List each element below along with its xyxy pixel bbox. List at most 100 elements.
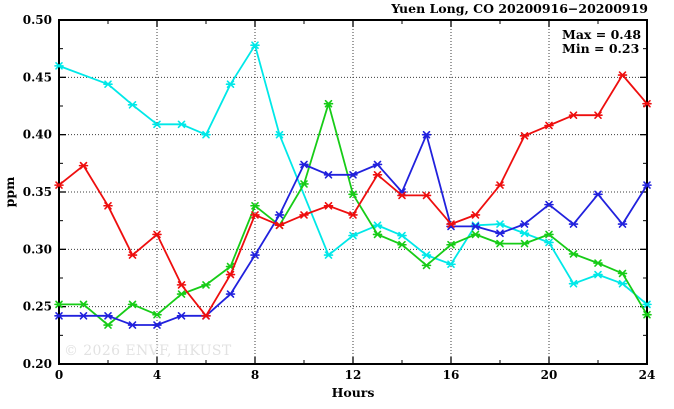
min-annotation: Min = 0.23 <box>562 41 639 56</box>
marker-green <box>103 321 113 329</box>
watermark-text: © 2026 ENVF, HKUST <box>64 343 232 359</box>
marker-red <box>372 171 383 179</box>
marker-green <box>397 240 407 249</box>
marker-red <box>348 211 358 219</box>
marker-cyan <box>519 229 530 238</box>
marker-cyan <box>54 62 64 70</box>
marker-green <box>78 300 89 309</box>
x-tick-label: 24 <box>639 368 656 382</box>
marker-green <box>617 269 628 278</box>
marker-green <box>176 290 187 298</box>
marker-cyan <box>323 251 334 259</box>
marker-cyan <box>201 130 211 139</box>
marker-red <box>568 111 579 119</box>
marker-red <box>617 71 628 79</box>
marker-green <box>470 230 481 239</box>
marker-cyan <box>397 231 407 240</box>
marker-cyan <box>250 41 260 50</box>
x-tick-label: 4 <box>153 368 161 382</box>
marker-red <box>54 181 64 189</box>
marker-cyan <box>593 270 603 279</box>
marker-cyan <box>446 260 456 269</box>
marker-cyan <box>225 80 236 89</box>
marker-cyan <box>152 120 162 129</box>
y-tick-label: 0.45 <box>23 70 52 84</box>
marker-red <box>544 121 554 130</box>
marker-blue <box>103 312 113 320</box>
marker-cyan <box>544 238 554 247</box>
marker-cyan <box>617 279 628 288</box>
marker-blue <box>250 251 260 259</box>
marker-red <box>446 220 456 228</box>
marker-cyan <box>127 101 138 109</box>
marker-blue <box>323 171 334 179</box>
marker-red <box>225 270 236 279</box>
y-tick-label: 0.25 <box>23 300 52 314</box>
marker-blue <box>617 220 628 228</box>
marker-green <box>323 99 334 108</box>
marker-blue <box>372 160 383 169</box>
marker-red <box>397 191 407 200</box>
chart-title: Yuen Long, CO 20200916−20200919 <box>390 1 648 16</box>
marker-green <box>446 240 456 249</box>
marker-blue <box>274 211 285 219</box>
marker-blue <box>421 130 432 139</box>
x-axis-label: Hours <box>332 385 375 400</box>
marker-cyan <box>421 251 432 259</box>
marker-blue <box>544 200 554 209</box>
y-tick-label: 0.35 <box>23 185 52 199</box>
marker-red <box>299 211 309 219</box>
marker-blue <box>348 171 358 179</box>
marker-blue <box>152 321 162 329</box>
marker-red <box>642 99 652 108</box>
marker-red <box>176 281 187 289</box>
marker-red <box>127 251 138 259</box>
marker-red <box>274 221 285 230</box>
x-tick-label: 20 <box>541 368 558 382</box>
marker-green <box>201 281 211 289</box>
marker-blue <box>593 190 603 199</box>
marker-red <box>470 211 481 219</box>
marker-green <box>348 190 358 199</box>
marker-red <box>421 191 432 200</box>
y-axis-label: ppm <box>2 177 17 208</box>
marker-blue <box>495 229 505 238</box>
marker-cyan <box>103 80 113 89</box>
marker-blue <box>470 222 481 231</box>
x-tick-label: 0 <box>55 368 63 382</box>
marker-green <box>421 261 432 270</box>
marker-blue <box>299 160 309 169</box>
marker-red <box>152 230 162 239</box>
marker-red <box>495 181 505 189</box>
x-tick-label: 8 <box>251 368 259 382</box>
marker-blue <box>78 312 89 320</box>
marker-blue <box>642 181 652 189</box>
chart-generated-layer: 0.20 0.25 0.30 0.35 0.40 0.45 0.50 0 4 8 12 16 20 24 <box>23 13 656 382</box>
marker-green <box>519 239 530 248</box>
marker-blue <box>519 220 530 228</box>
marker-green <box>568 250 579 258</box>
marker-cyan <box>642 300 652 309</box>
marker-cyan <box>495 220 505 228</box>
y-tick-label: 0.40 <box>23 128 52 142</box>
marker-cyan <box>372 221 383 230</box>
marker-blue <box>568 220 579 228</box>
marker-blue <box>54 312 64 320</box>
marker-green <box>54 300 64 309</box>
marker-red <box>593 111 603 119</box>
marker-green <box>299 180 309 188</box>
marker-cyan <box>568 279 579 288</box>
marker-blue <box>225 290 236 298</box>
marker-red <box>78 161 89 170</box>
marker-cyan <box>274 130 285 139</box>
marker-cyan <box>348 231 358 240</box>
y-tick-label: 0.20 <box>23 357 52 371</box>
marker-red <box>519 132 530 140</box>
marker-green <box>372 230 383 239</box>
marker-green <box>593 259 603 267</box>
marker-green <box>152 310 162 319</box>
marker-red <box>323 201 334 210</box>
marker-green <box>250 201 260 210</box>
marker-red <box>250 211 260 219</box>
